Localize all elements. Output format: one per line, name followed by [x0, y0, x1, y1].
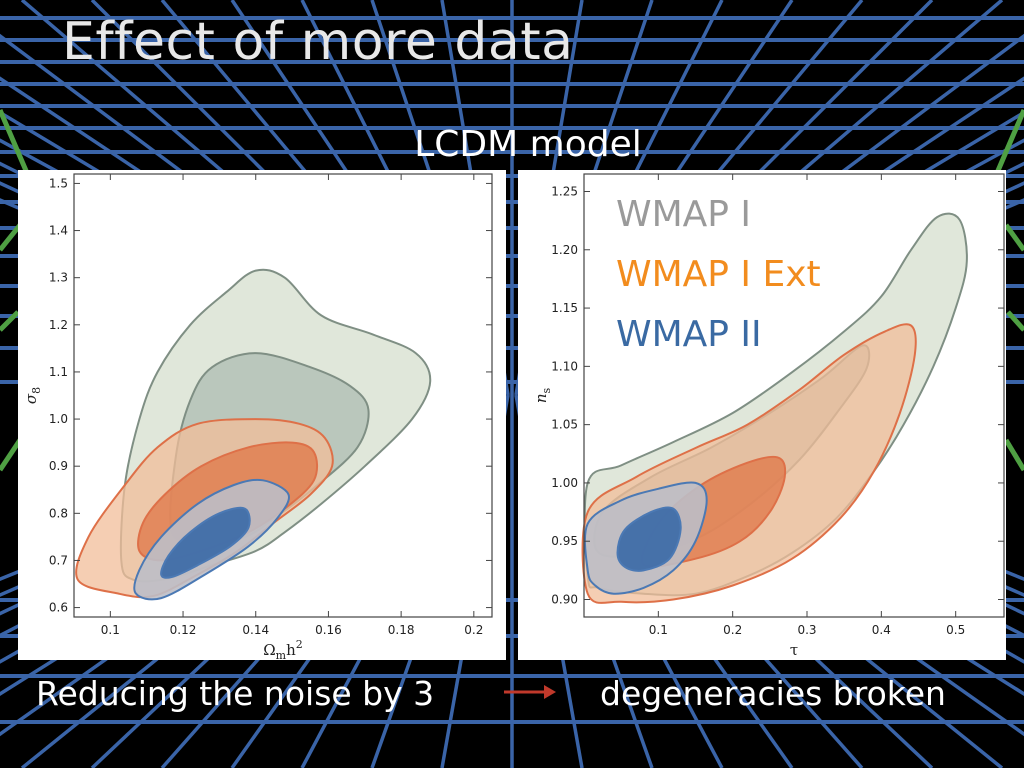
x-tick-label: 0.4 — [872, 623, 891, 637]
x-tick-label: 0.12 — [170, 623, 197, 637]
y-tick-label: 1.0 — [49, 412, 68, 426]
y-tick-label: 1.3 — [49, 271, 68, 285]
x-axis-label: τ — [790, 641, 798, 659]
y-axis-label: ns — [532, 387, 553, 403]
y-tick-label: 0.9 — [49, 459, 68, 473]
y-tick-label: 1.1 — [49, 365, 68, 379]
x-tick-label: 0.16 — [315, 623, 342, 637]
y-tick-label: 1.10 — [551, 359, 578, 373]
y-tick-label: 1.00 — [551, 476, 578, 490]
y-tick-label: 1.2 — [49, 318, 68, 332]
x-tick-label: 0.2 — [723, 623, 742, 637]
x-tick-label: 0.5 — [946, 623, 965, 637]
slide-title: Effect of more data — [62, 12, 574, 72]
x-tick-label: 0.18 — [388, 623, 415, 637]
x-tick-label: 0.1 — [649, 623, 668, 637]
y-tick-label: 1.25 — [551, 184, 578, 198]
x-tick-label: 0.1 — [101, 623, 120, 637]
y-tick-label: 0.6 — [49, 601, 68, 615]
x-tick-label: 0.2 — [464, 623, 483, 637]
chart-panel-right: 0.1 0.2 0.3 0.4 0.5 0.90 0.95 1.00 1.05 1.10 1.15 1… — [518, 170, 1006, 660]
plot-frame — [73, 173, 493, 618]
y-tick-label: 1.20 — [551, 243, 578, 257]
x-axis-label: Ωmh2 — [263, 638, 303, 660]
y-axis-label: σ8 — [22, 387, 43, 404]
y-tick-label: 0.7 — [49, 553, 68, 567]
footer-right-text: degeneracies broken — [600, 674, 946, 713]
x-tick-label: 0.14 — [242, 623, 269, 637]
legend-entry: WMAP II — [616, 314, 762, 355]
y-tick-label: 0.8 — [49, 506, 68, 520]
y-tick-label: 0.95 — [551, 534, 578, 548]
y-tick-label: 1.4 — [49, 224, 68, 238]
legend-entry: WMAP I Ext — [616, 254, 821, 295]
y-tick-label: 1.05 — [551, 418, 578, 432]
slide-subtitle: LCDM model — [414, 124, 642, 165]
footer-left-text: Reducing the noise by 3 — [36, 674, 435, 713]
plot-frame — [583, 173, 1005, 618]
contour-wmap-ii-level-1 — [616, 506, 682, 572]
x-tick-label: 0.3 — [797, 623, 816, 637]
chart-panel-left: 0.1 0.12 0.14 0.16 0.18 0.2 0.6 0.7 0.8 0.9 1.0 1.1… — [18, 170, 506, 660]
right-arrow-icon — [504, 685, 556, 699]
y-tick-label: 0.90 — [551, 593, 578, 607]
legend-entry: WMAP I — [616, 194, 751, 235]
chart-tau-ns: 0.1 0.2 0.3 0.4 0.5 0.90 0.95 1.00 1.05 1.10 1.15 1… — [532, 173, 1005, 659]
chart-omega-sigma8: 0.1 0.12 0.14 0.16 0.18 0.2 0.6 0.7 0.8 0.9 1.0 1.1… — [22, 173, 493, 660]
y-tick-label: 1.5 — [49, 176, 68, 190]
y-tick-label: 1.15 — [551, 301, 578, 315]
contour-wmap-ii-level-1 — [160, 506, 251, 579]
